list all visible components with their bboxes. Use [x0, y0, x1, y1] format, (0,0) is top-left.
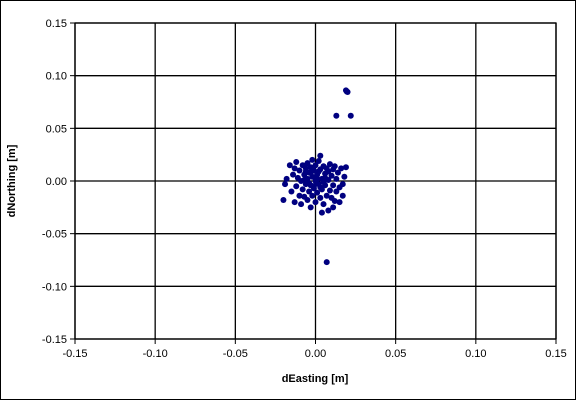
data-point: [330, 182, 337, 189]
data-point: [299, 186, 306, 193]
x-tick-label: 0.05: [385, 348, 406, 360]
y-tick-label: 0.10: [46, 71, 67, 83]
data-point: [310, 183, 317, 190]
data-point: [298, 201, 305, 208]
data-point: [288, 188, 295, 195]
data-point: [306, 188, 313, 195]
data-point: [344, 88, 351, 95]
data-point: [306, 180, 313, 187]
data-point: [309, 192, 316, 199]
y-tick-label: -0.05: [42, 229, 67, 241]
x-tick-label: -0.10: [143, 348, 168, 360]
data-point: [326, 187, 333, 194]
data-point: [342, 164, 349, 171]
data-point: [334, 169, 341, 176]
data-point: [315, 168, 322, 175]
data-point: [339, 192, 346, 199]
data-point: [322, 174, 329, 181]
y-tick-label: -0.15: [42, 334, 67, 346]
data-point: [323, 192, 330, 199]
data-point: [315, 157, 322, 164]
x-axis-title: dEasting [m]: [282, 373, 349, 385]
data-point: [338, 165, 345, 172]
data-point: [307, 169, 314, 176]
data-point: [291, 199, 298, 206]
data-point: [312, 199, 319, 206]
data-points: [280, 87, 354, 266]
data-point: [291, 165, 298, 172]
data-point: [282, 181, 289, 188]
data-point: [325, 168, 332, 175]
data-point: [280, 196, 287, 203]
data-point: [312, 162, 319, 169]
data-point: [304, 160, 311, 167]
x-tick-label: 0.00: [305, 348, 326, 360]
data-point: [293, 159, 300, 166]
data-point: [331, 163, 338, 170]
y-tick-label: -0.10: [42, 281, 67, 293]
data-point: [309, 156, 316, 163]
data-point: [318, 209, 325, 216]
x-tick-label: 0.15: [545, 348, 566, 360]
data-point: [283, 175, 290, 182]
grid-lines: [70, 22, 557, 344]
data-point: [341, 173, 348, 180]
data-point: [331, 198, 338, 205]
y-axis-title: dNorthing [m]: [6, 144, 18, 217]
data-point: [333, 112, 340, 119]
x-tick-label: -0.05: [223, 348, 248, 360]
data-point: [314, 175, 321, 182]
data-point: [347, 112, 354, 119]
data-point: [293, 183, 300, 190]
data-point: [328, 172, 335, 179]
data-point: [296, 192, 303, 199]
data-point: [317, 152, 324, 159]
data-point: [333, 188, 340, 195]
x-tick-label: 0.10: [465, 348, 486, 360]
data-point: [325, 207, 332, 214]
data-point: [339, 181, 346, 188]
data-point: [317, 194, 324, 201]
data-point: [317, 184, 324, 191]
y-tick-label: 0.00: [46, 176, 67, 188]
data-point: [323, 259, 330, 266]
y-tick-label: 0.05: [46, 123, 67, 135]
data-point: [326, 161, 333, 168]
data-point: [333, 175, 340, 182]
data-point: [301, 176, 308, 183]
data-point: [320, 201, 327, 208]
data-point: [302, 168, 309, 175]
y-axis-ticks: 0.15 0.10 0.05 0.00 -0.05 -0.10 -0.15: [42, 18, 67, 346]
data-point: [296, 167, 303, 174]
data-point: [307, 204, 314, 211]
data-point: [286, 162, 293, 169]
x-tick-label: -0.15: [62, 348, 87, 360]
data-point: [290, 171, 297, 178]
data-point: [304, 196, 311, 203]
y-tick-label: 0.15: [46, 18, 67, 30]
x-axis-ticks: -0.15 -0.10 -0.05 0.00 0.05 0.10 0.15: [62, 348, 566, 360]
data-point: [330, 204, 337, 211]
plot-area: [74, 22, 557, 340]
data-point: [336, 199, 343, 206]
data-point: [314, 189, 321, 196]
